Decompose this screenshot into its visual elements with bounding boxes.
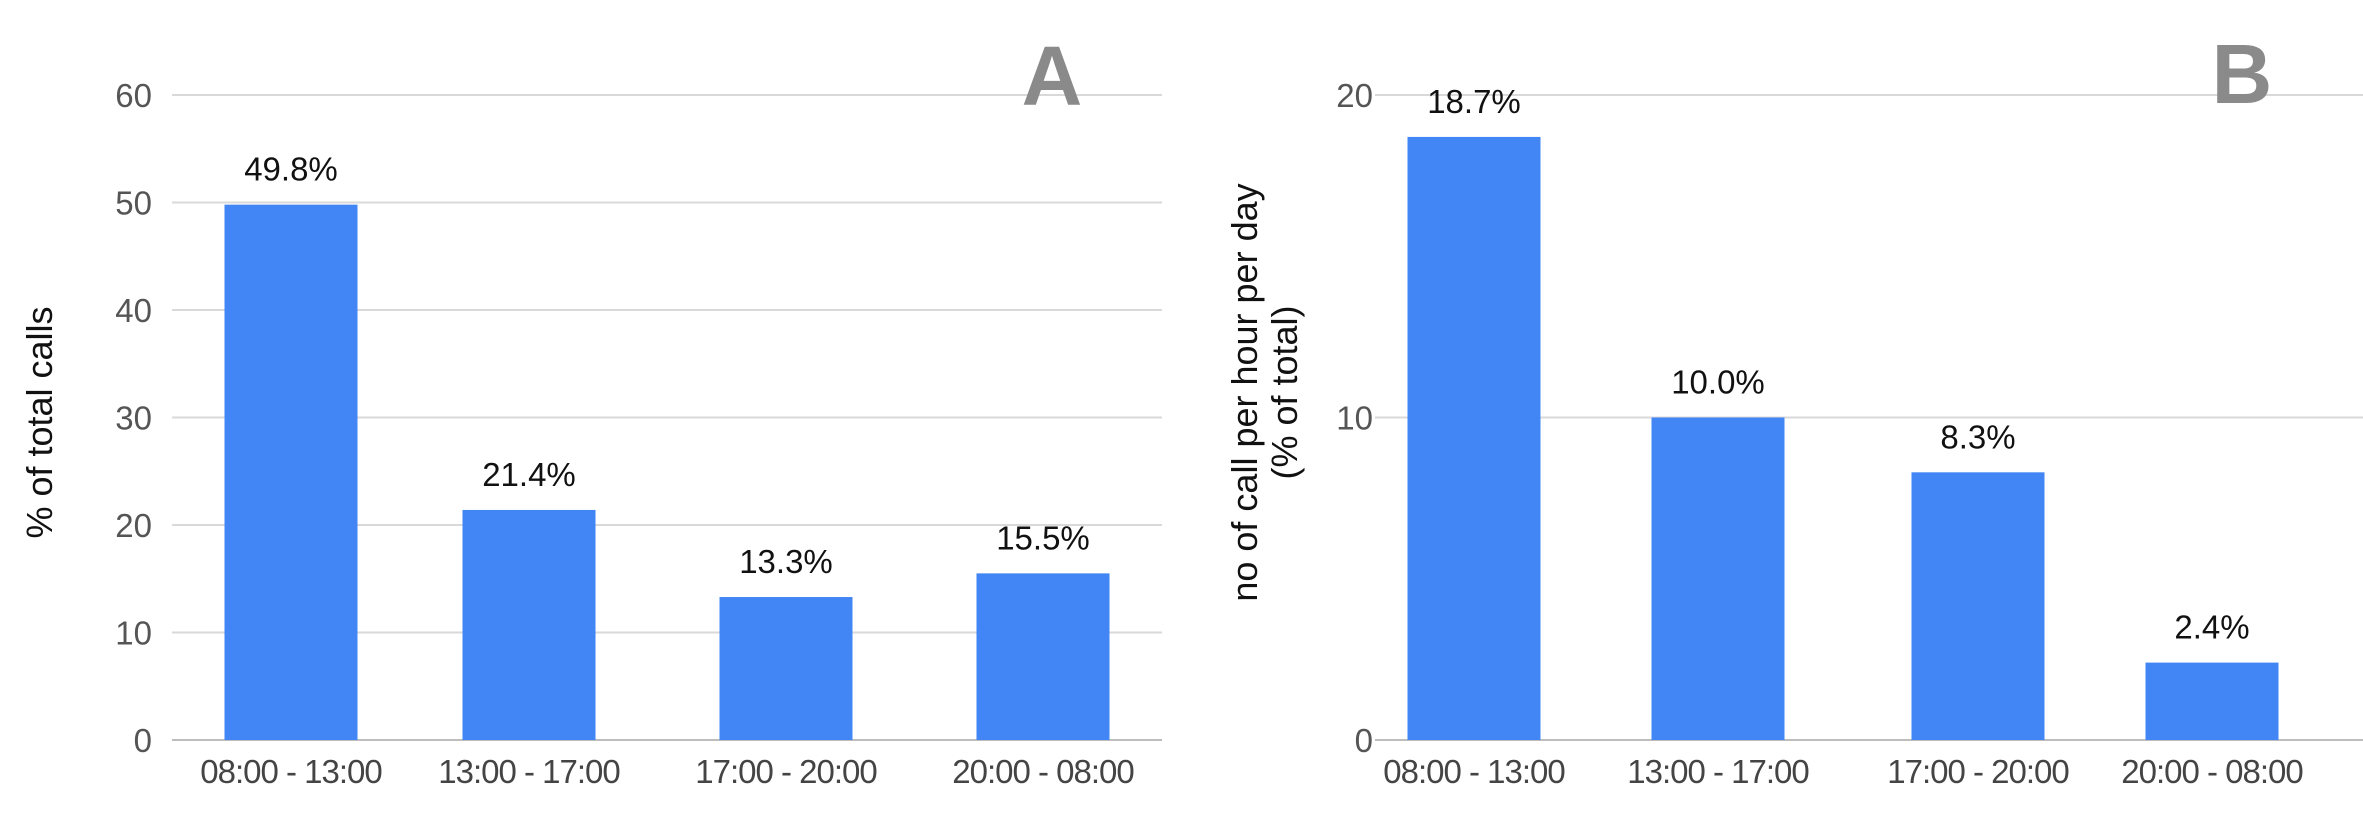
data-label: 15.5%	[996, 519, 1090, 556]
y-axis-label-line: no of call per hour per day	[1224, 183, 1265, 601]
y-axis-label: no of call per hour per day(% of total)	[1224, 183, 1305, 601]
y-tick-label: 10	[1336, 400, 1373, 437]
panel-a-chart: 0 10 20 30 40 50 60 49.8% 08:00 - 13:00 21.4% 13:0…	[19, 29, 1162, 790]
data-label: 2.4%	[2174, 609, 2249, 646]
y-axis-label-line: (% of total)	[1264, 305, 1305, 479]
bar	[719, 597, 853, 740]
y-tick-label: 10	[115, 615, 152, 652]
bar	[1651, 417, 1785, 740]
panel-letter: B	[2212, 27, 2273, 121]
x-tick-label: 20:00 - 08:00	[2121, 753, 2303, 790]
x-tick-label: 13:00 - 17:00	[438, 753, 620, 790]
data-label: 13.3%	[739, 543, 833, 580]
x-tick-label: 17:00 - 20:00	[1887, 753, 2069, 790]
bar	[224, 204, 358, 740]
data-label: 21.4%	[482, 456, 576, 493]
x-tick-label: 08:00 - 13:00	[200, 753, 382, 790]
bar	[462, 509, 596, 740]
data-label: 10.0%	[1671, 364, 1765, 401]
x-tick-label: 08:00 - 13:00	[1383, 753, 1565, 790]
y-tick-label: 50	[115, 185, 152, 222]
bar	[1407, 136, 1541, 741]
y-tick-label: 0	[134, 722, 152, 759]
y-tick-label: 60	[115, 77, 152, 114]
bar	[2145, 662, 2279, 740]
y-tick-label: 30	[115, 400, 152, 437]
bar	[976, 573, 1110, 740]
data-label: 49.8%	[244, 151, 338, 188]
x-tick-label: 20:00 - 08:00	[952, 753, 1134, 790]
y-tick-label: 20	[1336, 77, 1373, 114]
data-label: 18.7%	[1427, 83, 1521, 120]
y-tick-label: 20	[115, 507, 152, 544]
y-axis-label: % of total calls	[19, 306, 60, 538]
bar	[1911, 472, 2045, 740]
panel-letter: A	[1022, 29, 1083, 123]
panel-b-chart: 0 10 20 18.7% 08:00 - 13:00 10.0% 13:00 - 17:0…	[1224, 27, 2363, 790]
x-tick-label: 13:00 - 17:00	[1627, 753, 1809, 790]
data-label: 8.3%	[1940, 418, 2015, 455]
y-tick-label: 40	[115, 292, 152, 329]
x-tick-label: 17:00 - 20:00	[695, 753, 877, 790]
y-tick-label: 0	[1355, 722, 1373, 759]
